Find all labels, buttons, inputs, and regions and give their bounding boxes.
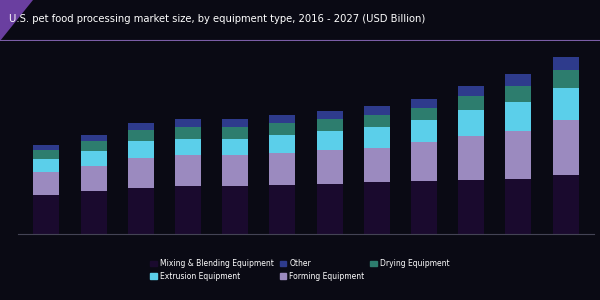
- Bar: [222, 127, 248, 139]
- Bar: [222, 119, 248, 127]
- Bar: [364, 115, 390, 127]
- Bar: [80, 166, 107, 191]
- Bar: [553, 175, 578, 234]
- Bar: [553, 121, 578, 175]
- Bar: [317, 111, 343, 119]
- Bar: [317, 184, 343, 234]
- Bar: [175, 155, 201, 186]
- Bar: [128, 188, 154, 234]
- Bar: [175, 186, 201, 234]
- Bar: [458, 86, 484, 96]
- Bar: [505, 86, 532, 102]
- Bar: [269, 185, 295, 234]
- Bar: [128, 123, 154, 130]
- Bar: [505, 74, 532, 86]
- Bar: [411, 181, 437, 234]
- Bar: [128, 158, 154, 188]
- Bar: [553, 57, 578, 70]
- Bar: [269, 115, 295, 123]
- Bar: [411, 121, 437, 142]
- Bar: [34, 172, 59, 195]
- Bar: [317, 131, 343, 150]
- Bar: [458, 96, 484, 110]
- Bar: [505, 102, 532, 131]
- Bar: [505, 131, 532, 178]
- Bar: [411, 98, 437, 108]
- Bar: [34, 159, 59, 172]
- Bar: [222, 155, 248, 186]
- Bar: [175, 139, 201, 155]
- Bar: [34, 150, 59, 159]
- Bar: [222, 186, 248, 234]
- Bar: [364, 182, 390, 234]
- Bar: [80, 152, 107, 166]
- Bar: [553, 88, 578, 121]
- Bar: [222, 139, 248, 155]
- Bar: [128, 141, 154, 158]
- Text: U.S. pet food processing market size, by equipment type, 2016 - 2027 (USD Billio: U.S. pet food processing market size, by…: [9, 14, 425, 24]
- Bar: [505, 178, 532, 234]
- Bar: [364, 127, 390, 148]
- Bar: [80, 141, 107, 152]
- Polygon shape: [0, 0, 33, 40]
- Bar: [269, 153, 295, 185]
- Bar: [553, 70, 578, 88]
- Legend: Mixing & Blending Equipment, Extrusion Equipment, Other, Forming Equipment, Dryi: Mixing & Blending Equipment, Extrusion E…: [151, 259, 449, 281]
- Bar: [458, 180, 484, 234]
- Bar: [80, 191, 107, 234]
- Bar: [175, 127, 201, 139]
- Bar: [458, 136, 484, 180]
- Bar: [317, 150, 343, 184]
- Bar: [128, 130, 154, 141]
- Bar: [269, 123, 295, 135]
- Bar: [458, 110, 484, 136]
- Bar: [269, 135, 295, 153]
- Bar: [364, 148, 390, 182]
- Bar: [34, 145, 59, 150]
- Bar: [411, 108, 437, 121]
- Bar: [175, 119, 201, 127]
- Bar: [411, 142, 437, 181]
- Bar: [317, 119, 343, 131]
- Bar: [364, 106, 390, 115]
- Bar: [80, 135, 107, 141]
- Bar: [34, 195, 59, 234]
